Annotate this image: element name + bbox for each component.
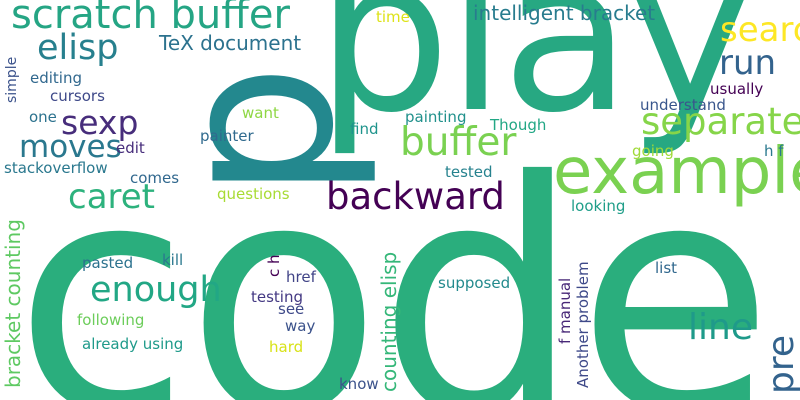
word-buffer: buffer [400,120,517,165]
word-testing: testing [251,288,304,306]
word-supposed: supposed [438,274,511,292]
word-stackoverflow: stackoverflow [4,159,108,177]
word-want: want [242,104,279,122]
word-going: going [632,142,674,160]
word-cursors: cursors [50,87,105,105]
word-following: following [77,311,145,329]
word-painting: painting [405,108,467,126]
word-kill: kill [162,251,184,269]
word-tex-document: TeX document [159,31,302,55]
word-moves: moves [19,129,122,165]
word-searching: pre [761,334,800,394]
word-though: Though [490,116,547,134]
word-tested: tested [445,163,493,181]
word-understand: understand [640,96,726,114]
word-pre: run [719,43,777,83]
word-list: list [655,259,678,277]
word-href: href [286,268,316,286]
word-h-f: h f [764,142,784,160]
word-another-problem: Another problem [574,261,592,388]
word-code: code [14,114,774,400]
word-time: time [376,8,410,26]
word-one: one [29,108,57,126]
word-bracket-counting: bracket counting [1,219,25,388]
word-play: play [316,0,753,159]
word-run: searching [720,10,800,50]
word-f-manual: f manual [556,277,574,344]
word-caret: caret [68,177,156,217]
word-example: example [553,135,800,209]
word-see: see [278,300,305,318]
word-line: line [688,307,753,348]
word-sexp: sexp [61,103,139,142]
word-comes: comes [130,169,180,187]
word-simple: simple [4,56,20,103]
word-separate: separate [641,100,800,143]
word-scratch-buffer: scratch buffer [11,0,290,38]
word-know: know [339,375,379,393]
word-edit: edit [116,139,145,157]
word-hard: hard [269,338,304,356]
word-already-using: already using [82,335,184,353]
word-way: way [285,317,316,335]
word-painter: painter [200,127,254,145]
word-enough: enough [90,270,222,310]
word-find: find [350,120,379,138]
word-pasted: pasted [82,254,134,272]
word-usually: usually [710,80,764,98]
word-editing: editing [30,69,82,87]
word-backward: backward [326,175,505,218]
word-counting-elisp: counting elisp [377,251,401,392]
word-intelligent-bracket: intelligent bracket [473,1,656,25]
word-looking: looking [571,197,626,215]
word-c-h: c h [265,254,283,277]
word-elisp: elisp [37,28,119,68]
word-questions: questions [217,185,290,203]
